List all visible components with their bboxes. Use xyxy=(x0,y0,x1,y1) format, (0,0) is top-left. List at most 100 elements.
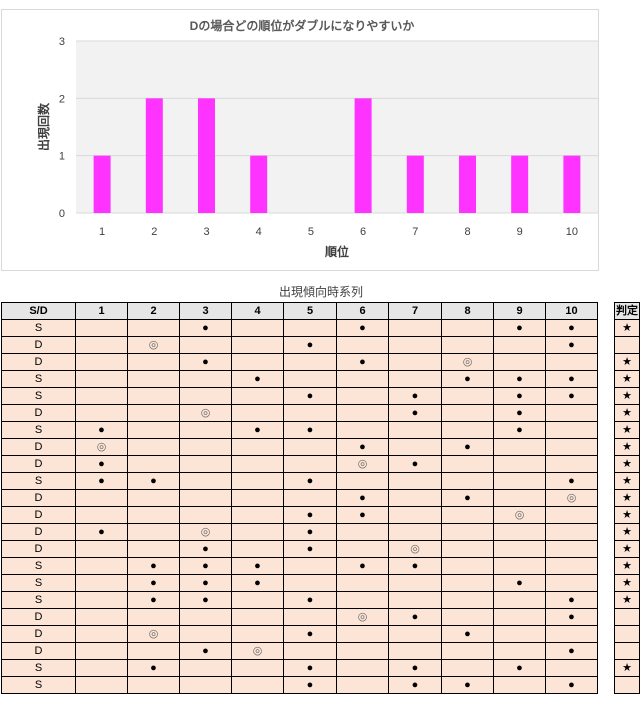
rank-cell: ● xyxy=(545,319,598,337)
rank-cell: ● xyxy=(336,506,389,524)
rank-cell: ● xyxy=(283,523,337,541)
y-tick-label: 0 xyxy=(59,208,65,220)
rank-cell: ● xyxy=(75,472,128,490)
rank-cell xyxy=(441,506,494,524)
sd-cell: S xyxy=(1,659,76,677)
rank-cell xyxy=(441,319,494,337)
rank-cell xyxy=(179,676,232,694)
rank-cell xyxy=(441,642,494,660)
rank-cell xyxy=(493,591,546,609)
bar-2 xyxy=(145,98,163,213)
judge-row xyxy=(614,625,640,643)
judge-cell: ★ xyxy=(614,574,640,592)
judge-row: ★ xyxy=(614,591,640,609)
judge-cell xyxy=(614,336,640,354)
rank-cell xyxy=(179,387,232,405)
rank-cell: ● xyxy=(75,421,128,439)
rank-cell xyxy=(127,438,180,456)
judge-cell: ★ xyxy=(614,438,640,456)
rank-cell xyxy=(127,387,180,405)
rank-cell xyxy=(441,540,494,558)
rank-cell xyxy=(127,319,180,337)
rank-cell: ● xyxy=(493,370,546,388)
rank-cell xyxy=(127,506,180,524)
rank-cell xyxy=(493,642,546,660)
table-row: D ◎ ● ● xyxy=(1,404,598,422)
judge-cell: ★ xyxy=(614,421,640,439)
rank-cell xyxy=(75,574,128,592)
table-row: S ● ● ● ● xyxy=(1,676,598,694)
judge-cell: ★ xyxy=(614,659,640,677)
judge-row: ★ xyxy=(614,438,640,456)
judge-row xyxy=(614,676,640,694)
table-row: D ◎ ● ● xyxy=(1,336,598,354)
x-tick-label: 1 xyxy=(99,226,105,238)
rank-cell: ● xyxy=(441,438,494,456)
judge-cell xyxy=(614,642,640,660)
rank-cell xyxy=(75,404,128,422)
rank-cell: ● xyxy=(545,472,598,490)
rank-cell xyxy=(545,404,598,422)
rank-cell xyxy=(493,523,546,541)
rank-cell xyxy=(283,438,337,456)
sd-cell: D xyxy=(1,625,76,643)
rank-cell: ● xyxy=(493,319,546,337)
table-row: D ● ● ◎ xyxy=(1,489,598,507)
bar-9 xyxy=(511,155,529,213)
rank-cell: ● xyxy=(545,370,598,388)
rank-cell: ● xyxy=(493,659,546,677)
rank-cell: ● xyxy=(283,421,337,439)
rank-cell xyxy=(441,659,494,677)
rank-cell xyxy=(231,659,284,677)
sd-cell: S xyxy=(1,676,76,694)
rank-cell xyxy=(179,659,232,677)
judge-cell: ★ xyxy=(614,353,640,371)
rank-cell: ● xyxy=(388,404,442,422)
rank-cell xyxy=(179,472,232,490)
rank-cell: ● xyxy=(388,455,442,473)
column-header: 1 xyxy=(75,302,128,320)
rank-cell xyxy=(336,676,389,694)
rank-cell xyxy=(75,557,128,575)
judge-row: ★ xyxy=(614,387,640,405)
table-title: 出現傾向時系列 xyxy=(278,285,363,299)
rank-cell xyxy=(545,506,598,524)
rank-cell: ● xyxy=(179,319,232,337)
rank-cell xyxy=(231,455,284,473)
y-tick-label: 3 xyxy=(59,36,65,48)
rank-cell: ● xyxy=(441,676,494,694)
judge-row xyxy=(614,336,640,354)
sd-cell: S xyxy=(1,319,76,337)
judge-row: ★ xyxy=(614,523,640,541)
rank-cell: ● xyxy=(179,540,232,558)
rank-cell xyxy=(545,625,598,643)
table-row: S ● ● ● ● xyxy=(1,387,598,405)
rank-cell xyxy=(388,353,442,371)
rank-cell: ● xyxy=(75,455,128,473)
column-header: S/D xyxy=(1,302,76,320)
judge-row: ★ xyxy=(614,455,640,473)
plot-area xyxy=(76,41,598,213)
y-tick-label: 1 xyxy=(59,151,65,163)
rank-cell xyxy=(283,489,337,507)
rank-cell xyxy=(336,404,389,422)
rank-cell: ● xyxy=(231,421,284,439)
rank-cell xyxy=(388,506,442,524)
table-row: S ● ● ● ● xyxy=(1,319,598,337)
rank-cell xyxy=(388,319,442,337)
rank-cell xyxy=(75,625,128,643)
rank-cell: ◎ xyxy=(336,455,389,473)
rank-cell xyxy=(493,472,546,490)
rank-cell xyxy=(75,506,128,524)
y-tick-label: 2 xyxy=(59,93,65,105)
rank-cell xyxy=(283,455,337,473)
rank-cell xyxy=(231,319,284,337)
judge-cell: ★ xyxy=(614,557,640,575)
rank-cell xyxy=(441,336,494,354)
rank-cell: ● xyxy=(283,506,337,524)
rank-cell xyxy=(441,608,494,626)
rank-cell xyxy=(179,489,232,507)
rank-cell xyxy=(441,421,494,439)
